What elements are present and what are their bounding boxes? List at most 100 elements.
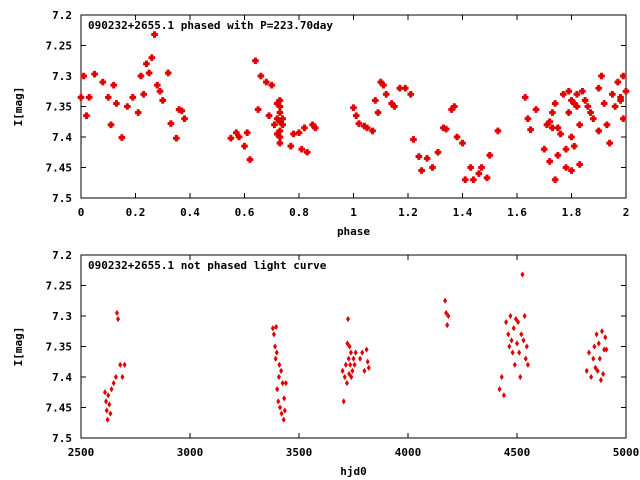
data-point <box>546 118 553 126</box>
data-point <box>280 379 285 387</box>
data-point <box>380 81 387 89</box>
data-point <box>600 100 608 107</box>
data-point <box>451 103 458 110</box>
data-point <box>348 349 353 356</box>
data-point <box>521 337 526 344</box>
data-point <box>279 115 286 122</box>
data-point <box>576 161 583 168</box>
x-tick-label: 0.2 <box>126 206 146 219</box>
data-point <box>590 115 597 122</box>
x-tick-label: 4000 <box>395 446 422 459</box>
data-point <box>606 139 613 147</box>
x-tick-label: 5000 <box>613 446 640 459</box>
data-point <box>342 373 347 381</box>
data-point <box>619 72 627 80</box>
data-point <box>102 389 108 396</box>
data-point <box>448 106 455 113</box>
data-point <box>282 395 287 402</box>
data-point <box>497 386 502 393</box>
y-axis-label: I[mag] <box>12 87 25 127</box>
data-point <box>595 367 600 375</box>
data-point <box>470 176 477 183</box>
data-point <box>603 121 611 129</box>
data-point <box>257 72 265 80</box>
data-point <box>104 94 112 101</box>
data-point <box>154 81 161 89</box>
data-point <box>510 349 515 356</box>
data-point <box>274 349 279 356</box>
data-point <box>586 349 591 356</box>
data-point <box>235 133 243 141</box>
y-tick-label: 7.4 <box>52 131 72 144</box>
data-point <box>532 106 540 113</box>
x-tick-label: 0.6 <box>235 206 255 219</box>
data-point <box>592 343 597 350</box>
data-point <box>604 346 609 353</box>
data-point <box>591 355 596 362</box>
data-point <box>524 115 532 122</box>
chart-title: 090232+2655.1 phased with P=223.70day <box>88 19 333 32</box>
data-point <box>241 142 248 150</box>
data-point <box>276 373 281 381</box>
data-point <box>549 109 556 116</box>
data-point <box>551 100 559 107</box>
data-point <box>494 127 502 135</box>
data-point <box>341 398 346 405</box>
data-point <box>107 121 115 129</box>
data-point <box>444 309 449 317</box>
y-tick-label: 7.5 <box>52 192 72 205</box>
data-point <box>134 109 142 116</box>
data-point <box>118 361 123 368</box>
data-point <box>584 367 589 375</box>
data-point <box>453 133 461 141</box>
data-point <box>521 94 529 101</box>
x-axis-label: phase <box>337 225 370 238</box>
data-point <box>85 94 93 101</box>
data-point <box>282 407 287 414</box>
data-point <box>312 124 319 132</box>
chart-title: 090232+2655.1 not phased light curve <box>88 259 327 272</box>
data-point <box>391 103 398 110</box>
data-point <box>596 340 601 347</box>
data-point <box>522 312 527 320</box>
data-point <box>156 87 164 95</box>
data-point <box>565 109 573 116</box>
data-point <box>77 94 85 101</box>
y-tick-label: 7.3 <box>52 70 72 83</box>
data-point <box>346 315 351 323</box>
data-point <box>167 120 175 127</box>
y-axis-label: I[mag] <box>12 327 25 367</box>
data-point <box>122 361 127 368</box>
x-axis-label: hjd0 <box>340 465 367 478</box>
data-point <box>268 81 276 89</box>
data-point <box>595 84 603 92</box>
y-tick-label: 7.2 <box>52 9 72 22</box>
data-point <box>475 170 483 177</box>
data-point <box>111 379 116 387</box>
data-point <box>276 398 281 405</box>
data-points <box>102 271 609 423</box>
data-point <box>129 94 137 101</box>
data-point <box>598 72 605 80</box>
data-point <box>486 152 494 159</box>
data-point <box>601 370 606 378</box>
data-point <box>512 361 517 368</box>
data-point <box>603 334 608 341</box>
data-point <box>275 386 280 393</box>
data-point <box>107 401 112 408</box>
data-point <box>568 167 575 174</box>
x-tick-label: 0.8 <box>289 206 309 219</box>
data-point <box>273 355 278 362</box>
data-point <box>593 364 598 372</box>
data-point <box>137 72 145 80</box>
data-point <box>91 70 98 78</box>
data-point <box>434 148 442 156</box>
x-tick-label: 3000 <box>177 446 204 459</box>
data-point <box>478 164 485 171</box>
data-point <box>243 129 251 137</box>
data-point <box>355 120 363 127</box>
data-point <box>265 112 273 119</box>
data-point <box>99 78 107 86</box>
data-point <box>611 103 619 110</box>
data-point <box>283 379 288 387</box>
